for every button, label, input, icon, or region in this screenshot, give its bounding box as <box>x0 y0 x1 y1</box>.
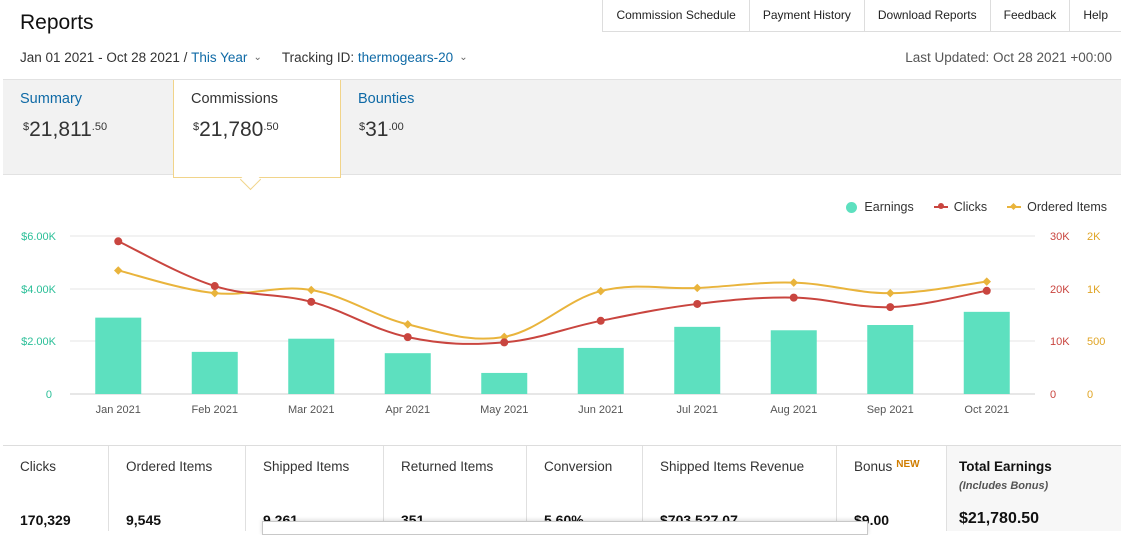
right-axis-ordered-tick-label: 2K <box>1087 231 1101 243</box>
commission-schedule-button[interactable]: Commission Schedule <box>602 0 748 31</box>
earnings-bar <box>384 353 431 394</box>
left-axis-tick-label: $4.00K <box>21 284 57 296</box>
tab-commissions[interactable]: Commissions $21,780.50 <box>173 80 341 178</box>
x-axis-tick-label: Mar 2021 <box>288 404 334 416</box>
legend-ordered-swatch <box>1007 202 1022 211</box>
tab-label: Summary <box>20 91 83 107</box>
stat-clicks: Clicks 170,329 <box>3 446 109 531</box>
earnings-chart: 0 $2.00K $4.00K $6.00K 0 10K 20K 30K 0 500 1K 2K Jan… <box>21 231 1105 416</box>
ordered-items-point <box>210 288 219 298</box>
chevron-down-icon[interactable]: ⌄ <box>459 52 468 63</box>
left-axis-tick-label: $6.00K <box>21 231 57 243</box>
stat-ordered-items: Ordered Items 9,545 <box>109 446 246 531</box>
stat-returned-items: Returned Items 351 <box>384 446 527 531</box>
stats-bar: Clicks 170,329 Ordered Items 9,545 Shipp… <box>3 445 1121 531</box>
right-axis-clicks-tick-label: 20K <box>1050 284 1070 296</box>
ordered-items-point <box>693 283 702 293</box>
x-axis-tick-label: Feb 2021 <box>192 404 238 416</box>
tab-bounties[interactable]: Bounties $31.00 <box>358 80 508 174</box>
popup-overlay[interactable] <box>262 521 868 535</box>
tab-value: $21,811.50 <box>23 118 108 141</box>
earnings-bar <box>481 372 528 394</box>
x-axis-tick-label: Apr 2021 <box>385 404 430 416</box>
tab-label: Bounties <box>358 91 415 107</box>
filter-row: Jan 01 2021 - Oct 28 2021 / This Year ⌄ … <box>20 50 468 65</box>
new-badge: NEW <box>896 459 920 470</box>
x-axis-tick-label: Oct 2021 <box>964 404 1009 416</box>
x-axis-tick-label: Aug 2021 <box>770 404 817 416</box>
chart-legend: Earnings Clicks Ordered Items <box>826 200 1107 214</box>
payment-history-button[interactable]: Payment History <box>748 0 864 31</box>
help-button[interactable]: Help <box>1069 0 1121 31</box>
clicks-point <box>307 297 316 306</box>
legend-clicks-swatch <box>933 203 948 209</box>
left-axis-tick-label: $2.00K <box>21 336 57 348</box>
right-axis-clicks-tick-label: 30K <box>1050 231 1070 243</box>
last-updated: Last Updated: Oct 28 2021 +00:00 <box>905 50 1112 65</box>
ordered-items-line <box>118 269 987 340</box>
tab-summary[interactable]: Summary $21,811.50 <box>3 80 173 174</box>
ordered-items-point <box>789 278 798 287</box>
ordered-items-point <box>500 332 509 342</box>
date-range: Jan 01 2021 - Oct 28 2021 / <box>20 50 188 65</box>
feedback-button[interactable]: Feedback <box>989 0 1070 31</box>
legend-ordered-items[interactable]: Ordered Items <box>1007 200 1107 214</box>
summary-tabs: Summary $21,811.50 Commissions $21,780.5… <box>3 79 1121 178</box>
clicks-point <box>114 237 123 246</box>
stat-conversion: Conversion 5.60% <box>527 446 643 531</box>
clicks-point <box>693 299 702 308</box>
clicks-point <box>596 316 605 325</box>
x-axis-tick-label: May 2021 <box>480 404 528 416</box>
chevron-down-icon[interactable]: ⌄ <box>253 52 262 63</box>
right-axis-ordered-tick-label: 0 <box>1087 389 1093 401</box>
x-axis-tick-label: Jul 2021 <box>676 404 718 416</box>
stat-total-earnings: Total Earnings (Includes Bonus) $21,780.… <box>947 446 1121 531</box>
top-bar: Reports Commission Schedule Payment Hist… <box>0 0 1121 42</box>
period-dropdown[interactable]: This Year <box>191 50 248 65</box>
earnings-bar <box>288 338 335 394</box>
earnings-bar <box>191 351 238 394</box>
stat-bonus: Bonus NEW $9.00 <box>837 446 947 531</box>
ordered-items-point <box>114 266 123 275</box>
right-axis-clicks-tick-label: 10K <box>1050 336 1070 348</box>
x-axis-tick-label: Jan 2021 <box>96 404 141 416</box>
right-axis-ordered-tick-label: 500 <box>1087 336 1105 348</box>
x-axis-tick-label: Sep 2021 <box>867 404 914 416</box>
tab-value: $21,780.50 <box>193 118 279 141</box>
stat-shipped-items: Shipped Items 9,261 <box>246 446 384 531</box>
tab-label: Commissions <box>191 91 279 107</box>
ordered-items-point <box>403 320 412 329</box>
download-reports-button[interactable]: Download Reports <box>863 0 990 31</box>
right-axis-ordered-tick-label: 1K <box>1087 284 1101 296</box>
x-axis-tick-label: Jun 2021 <box>578 404 623 416</box>
earnings-bar <box>577 347 624 394</box>
clicks-point <box>210 282 219 291</box>
ordered-items-point <box>307 285 316 295</box>
left-axis-tick-label: 0 <box>46 389 52 401</box>
earnings-bar <box>674 326 721 394</box>
earnings-bar <box>867 325 914 394</box>
tab-value: $31.00 <box>359 118 404 141</box>
clicks-line <box>117 240 987 345</box>
legend-earnings-swatch <box>846 201 858 213</box>
page-title: Reports <box>20 11 94 34</box>
clicks-point <box>982 286 991 295</box>
right-axis-clicks-tick-label: 0 <box>1050 389 1056 401</box>
ordered-items-point <box>886 288 895 298</box>
ordered-items-point <box>596 286 605 296</box>
top-nav: Commission Schedule Payment History Down… <box>602 0 1121 32</box>
earnings-bar <box>770 330 817 394</box>
stat-shipped-revenue: Shipped Items Revenue $703,527.07 <box>643 446 837 531</box>
clicks-point <box>500 338 509 347</box>
tracking-id-dropdown[interactable]: thermogears-20 <box>357 50 454 65</box>
tracking-label: Tracking ID: <box>281 50 355 65</box>
clicks-point <box>886 303 895 312</box>
ordered-items-point <box>982 277 991 286</box>
legend-clicks[interactable]: Clicks <box>933 200 987 214</box>
clicks-point <box>789 293 798 302</box>
earnings-bar <box>963 311 1010 394</box>
earnings-bar <box>95 317 142 394</box>
clicks-point <box>403 333 412 342</box>
legend-earnings[interactable]: Earnings <box>846 200 914 214</box>
